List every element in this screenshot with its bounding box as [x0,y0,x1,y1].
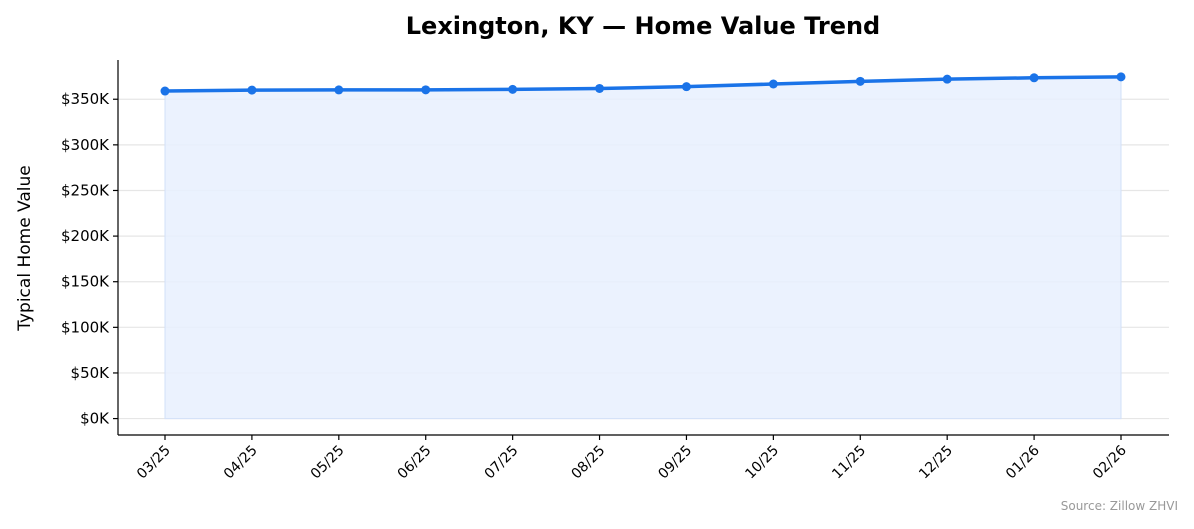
data-point [334,85,344,95]
x-axis-ticks: 03/25 04/25 05/25 06/25 07/25 08/25 09/25 10/25… [134,435,1130,482]
data-point [1116,72,1126,82]
x-tick-label: 06/25 [395,443,435,483]
x-tick-label: 12/25 [916,443,956,483]
series-layer [160,72,1126,96]
y-tick-label: $0K [80,410,110,428]
data-point [595,83,605,93]
data-point [855,76,865,86]
y-tick-label: $50K [71,364,111,382]
chart-title: Lexington, KY — Home Value Trend [406,12,880,40]
x-tick-label: 01/26 [1003,442,1043,482]
data-point [508,84,518,94]
y-tick-label: $250K [61,181,110,199]
y-tick-label: $350K [61,90,110,108]
x-tick-label: 09/25 [655,443,695,483]
y-tick-label: $200K [61,227,110,245]
x-tick-label: 05/25 [308,443,348,483]
area-fill [164,76,1122,420]
x-tick-label: 08/25 [569,443,609,483]
source-note: Source: Zillow ZHVI [1061,499,1178,513]
data-point [247,85,257,95]
x-tick-label: 10/25 [742,443,782,483]
y-axis-ticks: $0K $50K $100K $150K $200K $250K $300K $350K [61,90,118,428]
x-tick-label: 04/25 [221,443,261,483]
data-point [768,79,778,89]
y-tick-label: $300K [61,136,110,154]
y-tick-label: $150K [61,273,110,291]
data-point [160,86,170,96]
x-tick-label: 03/25 [134,443,174,483]
x-tick-label: 02/26 [1090,442,1130,482]
data-point [1029,73,1039,83]
y-tick-label: $100K [61,318,110,336]
area-layer [164,76,1122,420]
data-point [681,82,691,92]
x-tick-label: 11/25 [829,443,869,483]
series-line [163,75,1123,93]
data-point [942,74,952,84]
data-point [421,85,431,95]
y-axis-label: Typical Home Value [15,165,35,332]
x-tick-label: 07/25 [482,443,522,483]
